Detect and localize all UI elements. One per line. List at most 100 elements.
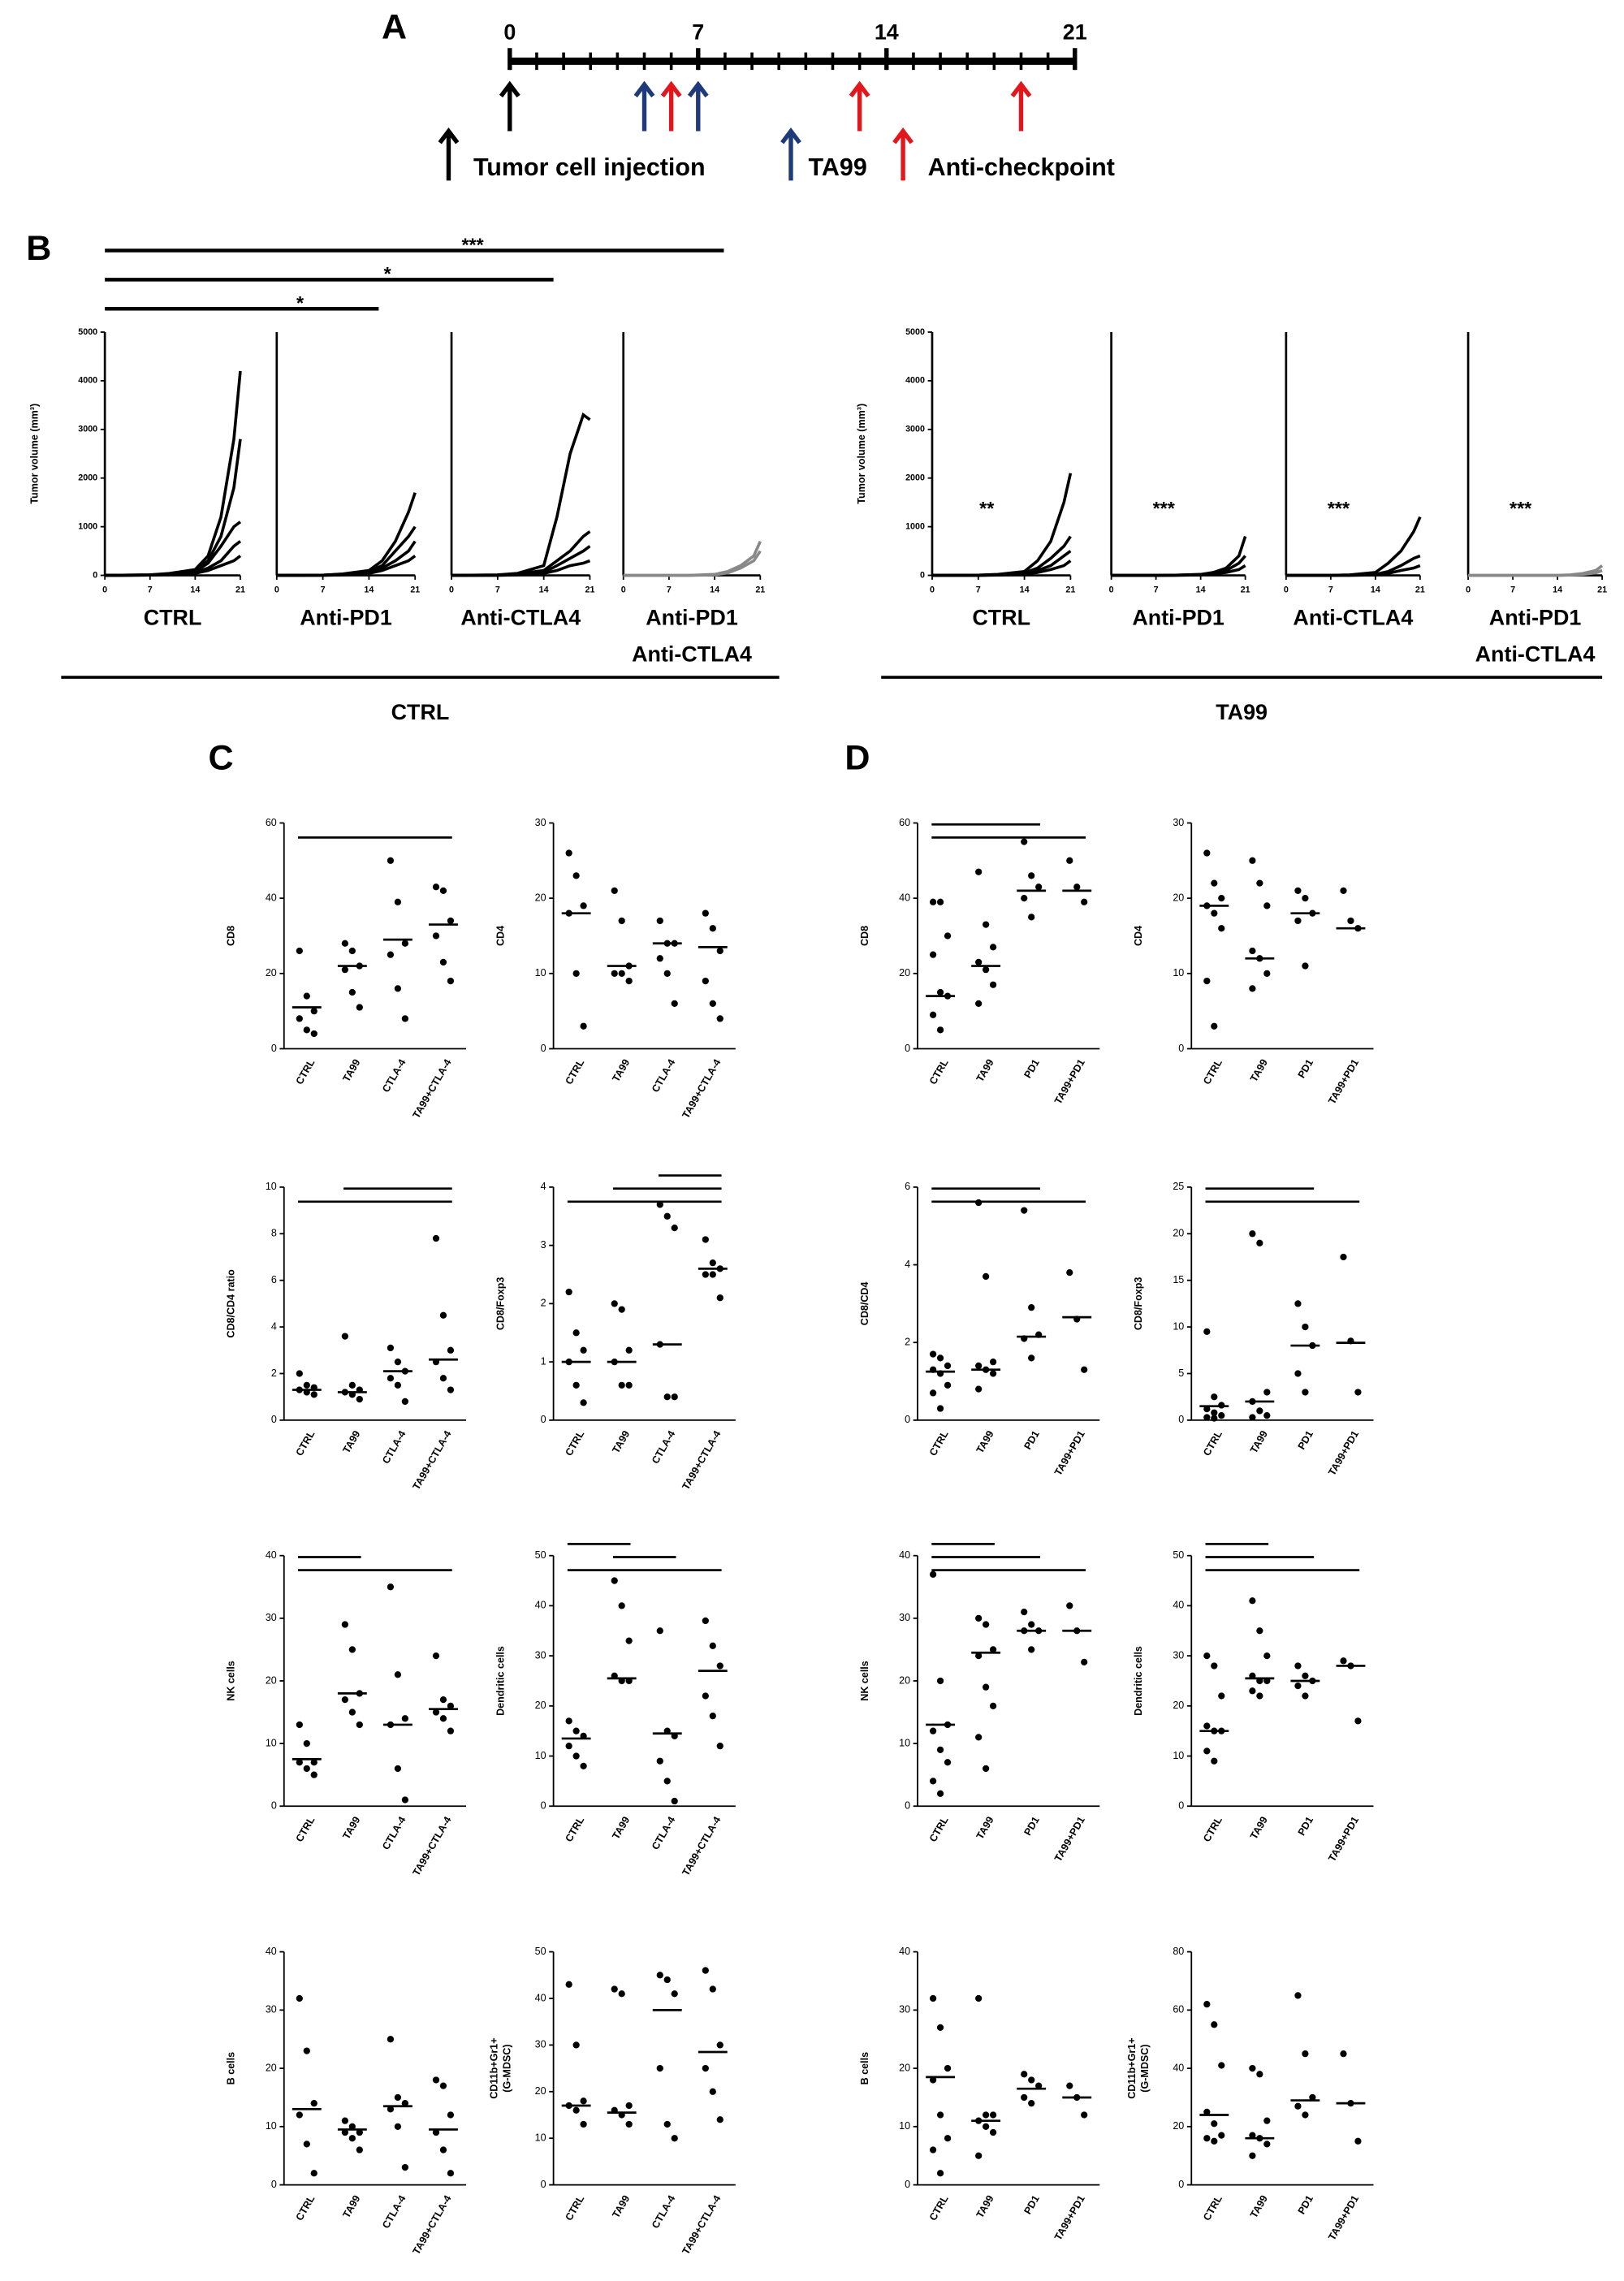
y-tick-label: 0 [271,1043,277,1054]
growth-line [451,559,591,577]
data-point [1249,1230,1256,1238]
data-point [1256,1692,1263,1700]
x-tick-label: 0 [274,585,279,594]
data-point [1211,879,1218,887]
data-point [296,1015,303,1022]
plot-label: Anti-PD1 [1489,605,1582,629]
x-tick-label: 0 [621,585,626,594]
data-point [618,1990,625,1998]
y-tick-label: 30 [535,2039,546,2050]
y-tick-label: 40 [899,1549,910,1561]
y-tick-label: 30 [899,1612,910,1623]
data-point [341,2117,349,2124]
y-tick-label: 20 [1173,1700,1184,1711]
data-point [975,868,983,875]
data-point [432,1709,440,1716]
data-point [716,2041,723,2049]
data-point [929,951,937,958]
x-tick-label: 7 [976,585,981,594]
data-point [348,1381,356,1389]
data-point [975,958,983,966]
arrow-head [660,80,682,98]
data-point [625,1346,633,1354]
data-point [401,1715,409,1722]
data-point [663,1976,671,1984]
growth-line [1468,568,1603,577]
data-point [944,932,952,940]
y-tick-label: 30 [1173,1649,1184,1661]
data-point [348,1646,356,1653]
data-point [671,1990,678,1998]
data-point [1035,883,1043,891]
data-point [989,1646,997,1653]
data-point [702,977,709,985]
data-point [1263,902,1271,909]
data-point [1021,2093,1028,2102]
data-point [989,2128,997,2136]
data-point [989,1370,997,1377]
y-tick-label: 1000 [905,521,925,531]
data-point [1203,849,1211,857]
y-tick-label: 0 [905,1043,910,1054]
data-point [1203,1405,1211,1413]
data-point [975,1000,983,1008]
data-point [348,2135,356,2142]
y-tick-label: 1 [541,1355,546,1367]
data-point [1081,1658,1088,1665]
y-tick-label: 5000 [905,327,925,337]
data-point [432,883,440,891]
data-point [936,2024,944,2032]
data-point [1028,1304,1035,1311]
data-point [944,1759,952,1766]
data-point [1203,2001,1211,2008]
data-point [1211,1757,1218,1765]
data-point [663,1212,671,1220]
data-point [1294,917,1302,925]
x-tick-label: 21 [1415,585,1425,594]
y-tick-label: 4000 [905,376,925,386]
data-point [936,1790,944,1797]
data-point [618,1602,625,1609]
data-point [1263,2141,1271,2148]
y-tick-label: 3 [541,1239,546,1251]
data-point [1218,1692,1225,1700]
data-point [572,1329,580,1337]
data-point [702,1967,709,1974]
x-tick-label: 14 [1020,585,1030,594]
data-point [1028,1646,1035,1653]
data-point [432,1234,440,1242]
plot-label: Anti-CTLA4 [1293,605,1413,629]
growth-line [105,555,242,577]
x-tick-label: 0 [102,585,107,594]
y-tick-label: 0 [93,570,97,580]
growth-line [1285,564,1421,577]
data-point [1028,2100,1035,2107]
data-point [671,2135,678,2142]
data-point [1302,1672,1309,1679]
data-point [356,2128,363,2136]
panel-label: A [382,7,407,46]
y-axis-label: CD8/Foxp3 [495,1277,506,1331]
data-point [716,1294,723,1302]
y-tick-label: 20 [899,1674,910,1686]
data-point [929,1994,937,2002]
y-tick-label: 0 [920,570,925,580]
data-point [1347,917,1354,925]
data-point [663,2120,671,2128]
data-point [401,1398,409,1406]
data-point [310,1759,317,1766]
data-point [975,1994,983,2002]
y-tick-label: 3000 [905,425,925,434]
y-tick-label: 6 [271,1274,277,1285]
y-axis-label: (G-MDSC) [1139,2044,1151,2092]
data-point [356,1395,363,1403]
arrow-head [438,127,460,145]
data-point [1249,2152,1256,2159]
data-point [296,947,303,955]
data-point [341,1333,349,1340]
y-tick-label: 20 [1173,1228,1184,1239]
data-point [975,1652,983,1660]
y-tick-label: 30 [535,817,546,828]
growth-line [276,555,417,577]
